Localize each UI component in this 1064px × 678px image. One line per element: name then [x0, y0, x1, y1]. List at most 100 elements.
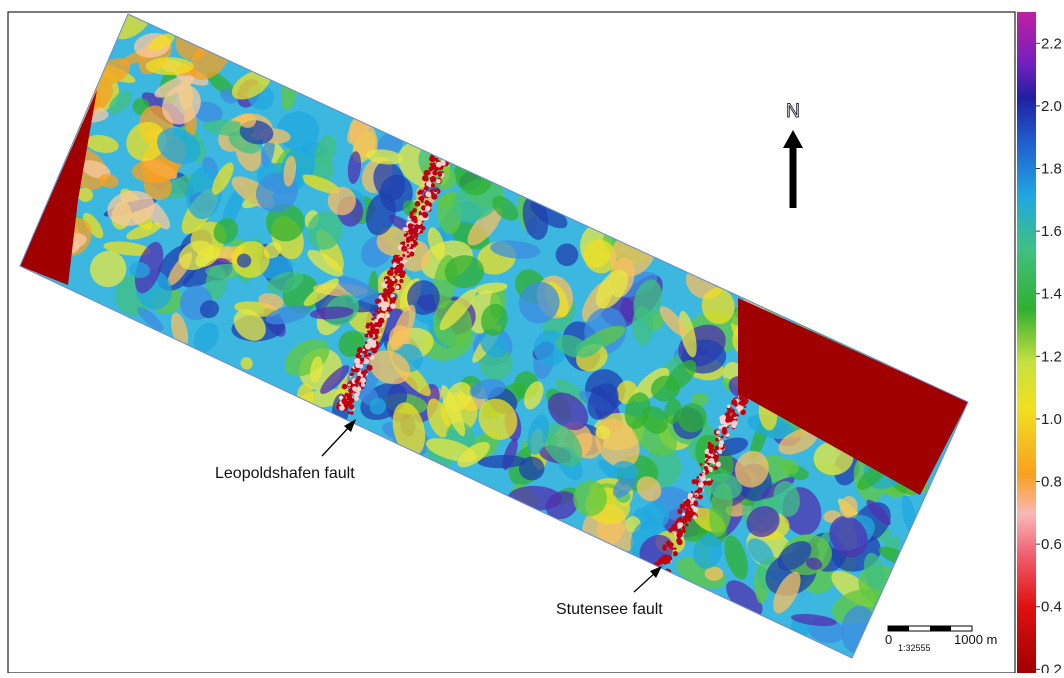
- fault-speckle: [350, 411, 353, 414]
- fault-speckle: [371, 348, 377, 354]
- fault-speckle: [674, 547, 677, 550]
- fault-speckle: [414, 216, 416, 218]
- fault-speckle: [394, 270, 399, 275]
- fault-speckle: [688, 493, 693, 498]
- fault-speckle: [677, 522, 683, 528]
- fault-speckle: [417, 221, 421, 225]
- fault-speckle: [365, 332, 367, 334]
- fault-speckle: [697, 487, 702, 492]
- fault-speckle: [715, 438, 719, 442]
- fault-label: Leopoldshafen fault: [215, 465, 355, 482]
- fault-speckle: [425, 191, 431, 197]
- fault-speckle: [413, 247, 416, 250]
- fault-speckle: [727, 426, 729, 428]
- fault-speckle: [732, 424, 736, 428]
- fault-speckle: [415, 238, 417, 240]
- fault-speckle: [349, 398, 354, 403]
- fault-speckle: [415, 201, 421, 207]
- fault-speckle: [699, 473, 702, 476]
- fault-speckle: [698, 495, 702, 499]
- fault-speckle: [716, 430, 720, 434]
- fault-speckle: [737, 414, 739, 416]
- fault-speckle: [361, 370, 365, 374]
- colorbar-tick-label: 0.6: [1041, 536, 1062, 553]
- fault-speckle: [361, 383, 365, 387]
- fault-speckle: [716, 462, 721, 467]
- north-label: N: [786, 101, 800, 122]
- fault-speckle: [392, 278, 395, 281]
- fault-speckle: [392, 297, 396, 301]
- fault-speckle: [404, 227, 408, 231]
- fault-speckle: [436, 162, 442, 168]
- scale-start: 0: [885, 632, 892, 647]
- fault-speckle: [422, 212, 428, 218]
- texture-blob: [146, 57, 194, 75]
- fault-speckle: [716, 455, 719, 458]
- fault-speckle: [677, 529, 679, 531]
- fault-speckle: [704, 460, 707, 463]
- fault-speckle: [721, 415, 726, 420]
- fault-speckle: [698, 482, 704, 488]
- fault-speckle: [419, 196, 423, 200]
- fault-speckle: [686, 508, 689, 511]
- fault-speckle: [708, 467, 712, 471]
- fault-speckle: [424, 200, 429, 205]
- scale-bar-segment: [930, 626, 951, 631]
- fault-speckle: [431, 194, 437, 200]
- fault-speckle: [668, 528, 672, 532]
- fault-speckle: [727, 405, 731, 409]
- fault-speckle: [430, 162, 433, 165]
- fault-speckle: [393, 262, 396, 265]
- fault-speckle: [360, 353, 362, 355]
- fault-speckle: [432, 170, 437, 175]
- fault-speckle: [367, 353, 371, 357]
- fault-speckle: [672, 525, 674, 527]
- fault-speckle: [375, 309, 378, 312]
- colorbar-tick-label: 1.8: [1041, 161, 1062, 178]
- fault-speckle: [737, 405, 743, 411]
- fault-speckle: [385, 281, 388, 284]
- fault-speckle: [719, 440, 724, 445]
- fault-speckle: [409, 251, 414, 256]
- fault-speckle: [369, 334, 373, 338]
- fault-speckle: [725, 418, 730, 423]
- fault-speckle: [360, 358, 364, 362]
- fault-speckle: [696, 476, 699, 479]
- fault-speckle: [363, 346, 365, 348]
- fault-speckle: [421, 200, 424, 203]
- fault-speckle: [434, 189, 437, 192]
- fault-speckle: [402, 254, 405, 257]
- fault-speckle: [709, 458, 714, 463]
- fault-speckle: [405, 260, 407, 262]
- fault-speckle: [373, 313, 376, 316]
- fault-speckle: [708, 444, 714, 450]
- fault-speckle: [721, 435, 724, 438]
- colorbar-tick-label: 0.8: [1041, 474, 1062, 491]
- fault-speckle: [685, 523, 688, 526]
- fault-speckle: [376, 322, 382, 328]
- fault-speckle: [707, 480, 712, 485]
- fault-speckle: [365, 334, 368, 337]
- fault-speckle: [687, 517, 690, 520]
- fault-speckle: [664, 560, 668, 564]
- fault-speckle: [695, 494, 697, 496]
- fault-speckle: [425, 206, 431, 212]
- fault-speckle: [371, 342, 377, 348]
- scale-end: 1000 m: [954, 632, 997, 647]
- fault-speckle: [365, 359, 370, 364]
- fault-speckle: [341, 398, 347, 404]
- fault-speckle: [685, 499, 691, 505]
- fault-speckle: [682, 529, 686, 533]
- fault-speckle: [704, 466, 708, 470]
- fault-speckle: [430, 176, 436, 182]
- fault-speckle: [408, 255, 411, 258]
- fault-speckle: [668, 556, 673, 561]
- colorbar-tick-label: 0.4: [1041, 599, 1062, 616]
- fault-speckle: [390, 303, 396, 309]
- fault-speckle: [375, 319, 379, 323]
- fault-speckle: [370, 326, 375, 331]
- fault-speckle: [354, 393, 358, 397]
- fault-speckle: [744, 406, 746, 408]
- fault-speckle: [362, 351, 365, 354]
- fault-speckle: [404, 248, 408, 252]
